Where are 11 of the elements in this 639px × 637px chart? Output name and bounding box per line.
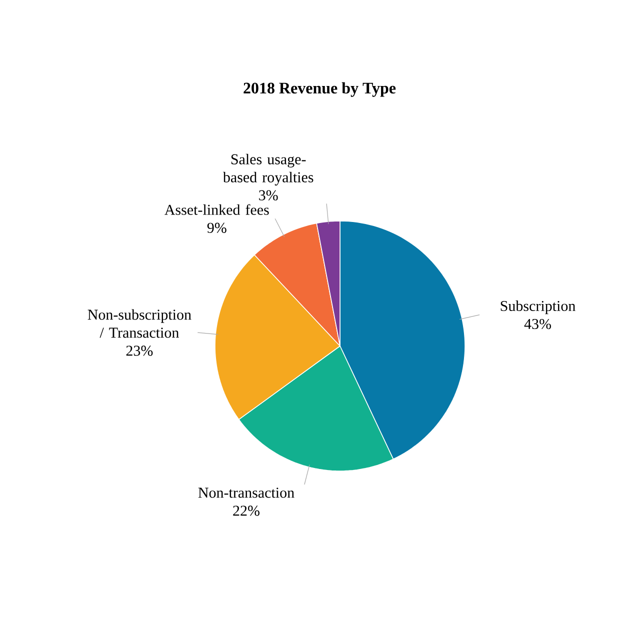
chart-title: 2018 Revenue by Type — [244, 82, 396, 97]
data-label: 22% — [233, 506, 260, 516]
slice-label: Sales usage-based royalties — [222, 154, 314, 186]
data-label: 3% — [259, 190, 278, 200]
slice-label: Non-subscription / Transaction — [88, 309, 192, 338]
slice-label: Subscription — [500, 300, 576, 314]
slice-label: Asset-linked fees — [164, 204, 269, 215]
data-label: 9% — [207, 222, 226, 233]
data-label: 43% — [524, 318, 552, 330]
slice-label: Non-transaction — [198, 488, 294, 498]
data-label: 23% — [126, 346, 153, 356]
